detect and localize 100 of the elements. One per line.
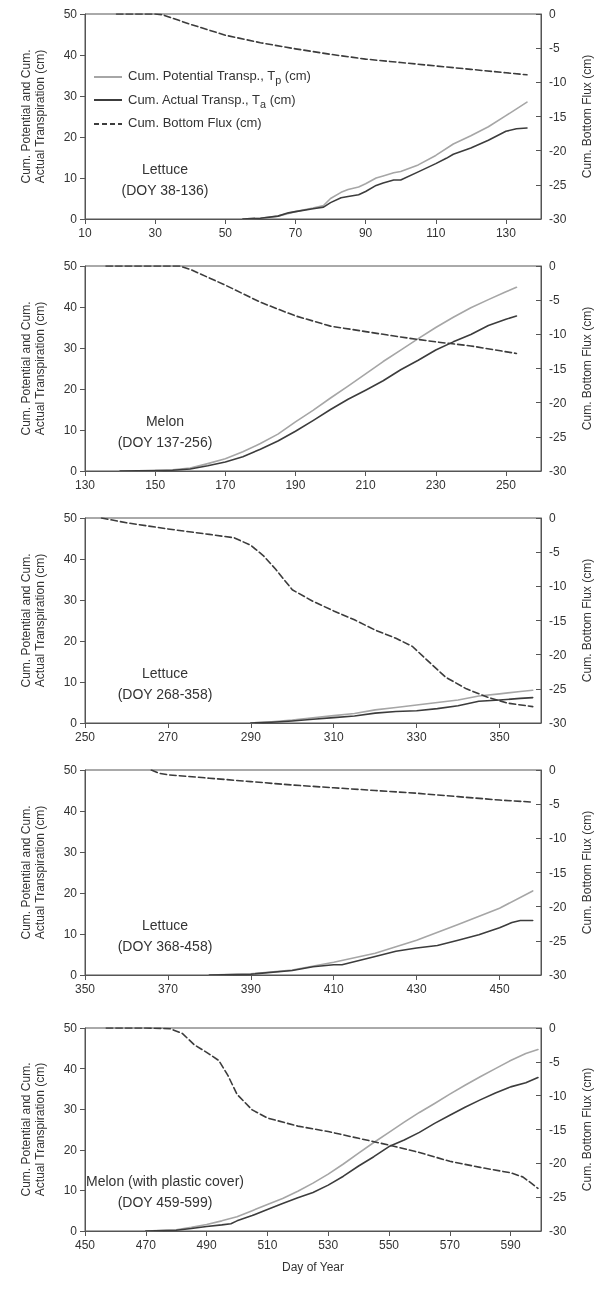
x-tick-label: 110 [426, 226, 446, 240]
y2-tick-label: -30 [549, 1224, 567, 1238]
y2-tick-label: -20 [549, 1156, 567, 1171]
annotation: Melon (with plastic cover) [86, 1173, 244, 1189]
y-tick-label: 40 [63, 48, 78, 62]
x-tick-label: 450 [489, 982, 510, 996]
x-tick-label: 570 [439, 1238, 461, 1252]
y-tick-label: 30 [63, 593, 78, 607]
y2-tick-label: -30 [549, 212, 567, 226]
x-axis-title: Day of Year [281, 1260, 345, 1274]
y2-tick-label: -15 [549, 361, 567, 376]
y2-tick-label: 0 [549, 763, 556, 777]
legend-label: Cum. Actual Transp., T$_{a}$ (cm) [128, 91, 296, 110]
y-tick-label: 40 [63, 1061, 78, 1076]
y2-tick-label: -30 [549, 464, 567, 478]
x-tick-label: 130 [74, 478, 96, 492]
y2-tick-label: -15 [549, 1122, 567, 1137]
y2-tick-label: -5 [549, 41, 560, 56]
y-tick-label: 20 [63, 1142, 78, 1157]
x-tick-label: 270 [157, 730, 179, 744]
x-tick-label: 590 [500, 1238, 521, 1252]
y2-tick-label: -25 [549, 177, 567, 192]
y-tick-label: 0 [70, 212, 78, 226]
y-tick-label: 10 [63, 423, 78, 437]
x-tick-label: 350 [489, 730, 510, 744]
annotation: (DOY 38-136) [121, 182, 209, 198]
x-tick-label: 310 [323, 730, 345, 744]
y-tick-label: 0 [70, 716, 78, 730]
y-tick-label: 0 [70, 1224, 78, 1238]
y2-tick-label: -15 [549, 109, 567, 124]
x-tick-label: 230 [425, 478, 447, 492]
annotation: Lettuce [142, 665, 189, 681]
y2-tick-label: 0 [549, 259, 556, 273]
y2-tick-label: 0 [549, 7, 556, 21]
x-tick-label: 210 [355, 478, 376, 492]
y-tick-label: 0 [70, 464, 78, 478]
x-tick-label: 490 [196, 1238, 217, 1252]
y2-axis-title: Cum. Bottom Flux (cm) [580, 558, 594, 683]
y2-tick-label: -15 [549, 613, 567, 628]
y-tick-label: 20 [63, 130, 78, 144]
y-tick-label: 30 [63, 845, 78, 859]
x-tick-label: 430 [406, 982, 427, 996]
annotation: (DOY 268-358) [117, 686, 213, 702]
y2-tick-label: -20 [549, 143, 567, 158]
y-tick-label: 10 [63, 675, 78, 689]
y-tick-label: 40 [63, 300, 78, 314]
x-tick-label: 250 [495, 478, 517, 492]
y2-tick-label: -30 [549, 968, 567, 982]
x-tick-label: 450 [74, 1238, 96, 1252]
y-tick-label: 50 [63, 763, 78, 777]
x-tick-label: 350 [74, 982, 96, 996]
y2-tick-label: -10 [549, 327, 567, 342]
y-tick-label: 10 [63, 171, 78, 185]
y2-tick-label: -30 [549, 716, 567, 730]
x-tick-label: 410 [323, 982, 345, 996]
y-axis-title: Cum. Potential and Cum. Actual Transpiration (cm) [19, 1062, 47, 1197]
x-tick-label: 150 [145, 478, 166, 492]
y2-tick-label: -20 [549, 899, 567, 914]
x-tick-label: 250 [74, 730, 96, 744]
y2-axis-title: Cum. Bottom Flux (cm) [580, 810, 594, 935]
y2-tick-label: -15 [549, 865, 567, 880]
x-tick-label: 470 [135, 1238, 157, 1252]
x-tick-label: 70 [288, 226, 303, 240]
x-tick-label: 30 [148, 226, 163, 240]
y2-tick-label: -10 [549, 1088, 567, 1103]
x-tick-label: 330 [406, 730, 427, 744]
y2-tick-label: 0 [549, 511, 556, 525]
x-tick-label: 390 [240, 982, 262, 996]
y-tick-label: 50 [63, 259, 78, 273]
y2-axis-title: Cum. Bottom Flux (cm) [580, 54, 594, 179]
y2-tick-label: -10 [549, 831, 567, 846]
y-tick-label: 10 [63, 927, 78, 941]
y-tick-label: 0 [70, 968, 78, 982]
y2-tick-label: -10 [549, 579, 567, 594]
y2-axis-title: Cum. Bottom Flux (cm) [580, 1067, 594, 1192]
y-tick-label: 40 [63, 804, 78, 818]
annotation: Lettuce [142, 161, 189, 177]
y-tick-label: 10 [63, 1183, 78, 1198]
y-tick-label: 50 [63, 511, 78, 525]
x-tick-label: 290 [240, 730, 262, 744]
y2-tick-label: -5 [549, 797, 560, 812]
y2-tick-label: -25 [549, 681, 567, 696]
y-axis-title: Cum. Potential and Cum. Actual Transpiration (cm) [19, 49, 47, 184]
y-tick-label: 20 [63, 382, 78, 396]
y-axis-title: Cum. Potential and Cum. Actual Transpiration (cm) [19, 553, 47, 688]
annotation: (DOY 368-458) [117, 938, 213, 954]
annotation: Lettuce [142, 917, 189, 933]
y-tick-label: 50 [63, 7, 78, 21]
y2-tick-label: -10 [549, 75, 567, 90]
x-tick-label: 510 [257, 1238, 278, 1252]
annotation: Melon [145, 413, 185, 429]
legend-label: Cum. Potential Transp., T$_{p}$ (cm) [128, 68, 311, 86]
y2-tick-label: -5 [549, 1054, 560, 1069]
y2-tick-label: -5 [549, 293, 560, 308]
x-tick-label: 550 [378, 1238, 400, 1252]
y2-tick-label: -25 [549, 933, 567, 948]
x-tick-label: 90 [358, 226, 373, 240]
y-axis-title: Cum. Potential and Cum. Actual Transpiration (cm) [19, 805, 47, 940]
y-axis-title: Cum. Potential and Cum. Actual Transpiration (cm) [19, 301, 47, 436]
x-tick-label: 190 [285, 478, 306, 492]
